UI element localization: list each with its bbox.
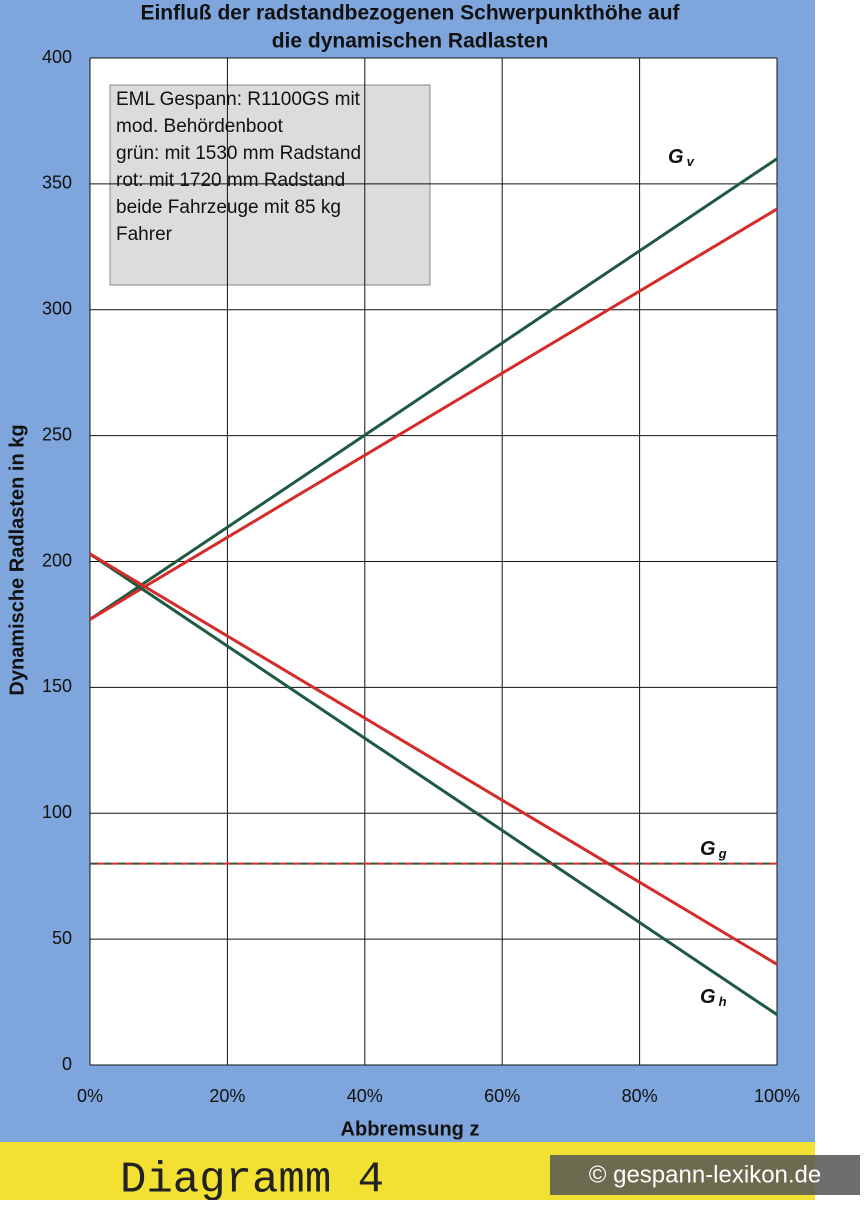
info-box: [109, 84, 431, 286]
info-text: Fahrer: [116, 224, 173, 245]
y-tick-label: 150: [42, 676, 72, 696]
watermark: © gespann-lexikon.de: [589, 1161, 822, 1188]
x-tick-label: 20%: [209, 1086, 245, 1106]
curve-label-main: G: [668, 146, 684, 168]
y-tick-label: 200: [42, 550, 72, 570]
line: [89, 552, 778, 1016]
info-text: rot: mit 1720 mm Radstand: [116, 170, 345, 191]
x-tick-label: 60%: [484, 1086, 520, 1106]
caption: Diagramm 4: [120, 1156, 384, 1200]
y-tick-label: 50: [52, 928, 72, 948]
curve-label-main: G: [700, 838, 716, 860]
chart-title: Einfluß der radstandbezogenen Schwerpunk…: [140, 2, 680, 25]
x-tick-label: 40%: [347, 1086, 383, 1106]
x-tick-label: 0%: [77, 1086, 103, 1106]
line: [89, 552, 778, 966]
curve-label-sub: g: [718, 846, 727, 861]
x-tick-label: 80%: [622, 1086, 658, 1106]
y-tick-label: 0: [62, 1054, 72, 1074]
info-text: grün: mit 1530 mm Radstand: [116, 143, 361, 164]
y-tick-label: 400: [42, 47, 72, 67]
watermark-box: [550, 1155, 860, 1195]
y-tick-label: 100: [42, 802, 72, 822]
x-axis-label: Abbremsung z: [341, 1118, 480, 1140]
line: [89, 207, 778, 621]
y-tick-label: 300: [42, 299, 72, 319]
x-tick-label: 100%: [754, 1086, 800, 1106]
info-text: mod. Behördenboot: [116, 116, 284, 137]
y-axis-label: Dynamische Radlasten in kg: [6, 424, 28, 695]
info-text: EML Gespann: R1100GS mit: [116, 89, 361, 110]
y-tick-label: 350: [42, 173, 72, 193]
info-text: beide Fahrzeuge mit 85 kg: [116, 197, 341, 218]
curve-label-sub: v: [687, 154, 695, 169]
line: [89, 157, 778, 621]
chart-title: die dynamischen Radlasten: [272, 30, 549, 53]
curve-label-sub: h: [719, 994, 727, 1009]
curve-label-main: G: [700, 986, 716, 1008]
y-tick-label: 250: [42, 424, 72, 444]
